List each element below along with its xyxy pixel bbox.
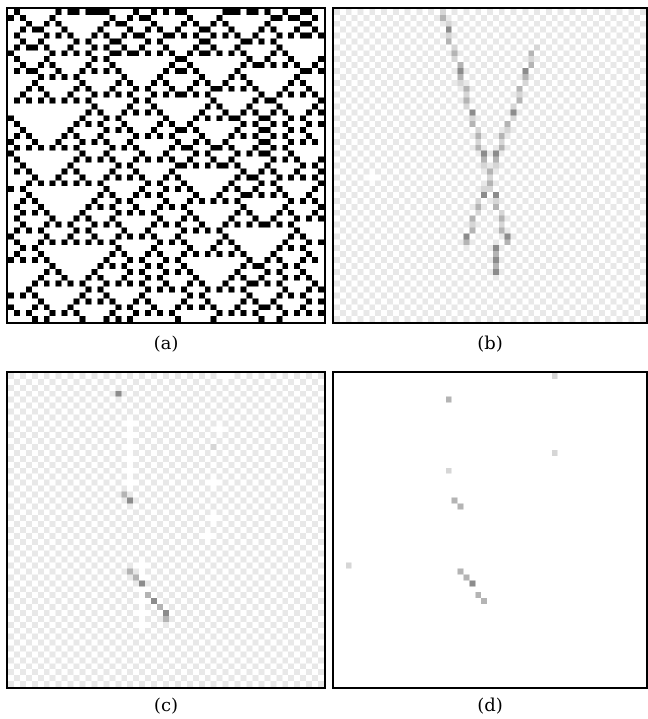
trace-grid-c: [8, 373, 324, 687]
dot-grid-d: [334, 373, 646, 687]
panel-d-dots: [332, 371, 648, 689]
automaton-grid: [8, 9, 324, 322]
panel-b-trace: [332, 7, 648, 324]
caption-c: (c): [153, 695, 179, 716]
caption-b: (b): [477, 333, 503, 354]
caption-a: (a): [153, 333, 179, 354]
panel-c-trace: [6, 371, 326, 689]
trace-grid-b: [334, 9, 646, 322]
caption-d: (d): [477, 695, 503, 716]
panel-a-automaton: [6, 7, 326, 324]
